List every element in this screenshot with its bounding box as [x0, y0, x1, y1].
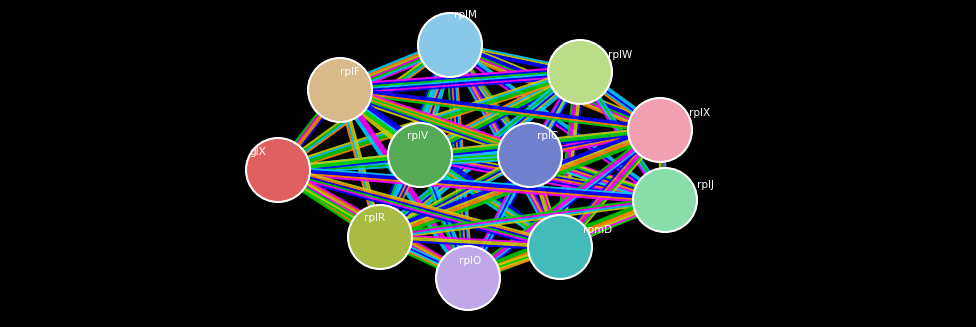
- Circle shape: [436, 246, 500, 310]
- Circle shape: [308, 58, 372, 122]
- Circle shape: [548, 40, 612, 104]
- Text: rplC: rplC: [538, 131, 558, 141]
- Text: rplR: rplR: [364, 213, 386, 223]
- Text: rplM: rplM: [454, 10, 476, 20]
- Text: glX: glX: [250, 147, 266, 157]
- Circle shape: [528, 215, 592, 279]
- Circle shape: [246, 138, 310, 202]
- Text: rplF: rplF: [340, 67, 360, 77]
- Text: rplX: rplX: [689, 108, 711, 118]
- Circle shape: [418, 13, 482, 77]
- Text: rplO: rplO: [459, 256, 481, 266]
- Circle shape: [633, 168, 697, 232]
- Text: rplW: rplW: [608, 50, 632, 60]
- Circle shape: [348, 205, 412, 269]
- Text: rpmD: rpmD: [584, 225, 613, 235]
- Text: rplJ: rplJ: [697, 180, 713, 190]
- Circle shape: [388, 123, 452, 187]
- Circle shape: [498, 123, 562, 187]
- Circle shape: [628, 98, 692, 162]
- Text: rplV: rplV: [407, 131, 428, 141]
